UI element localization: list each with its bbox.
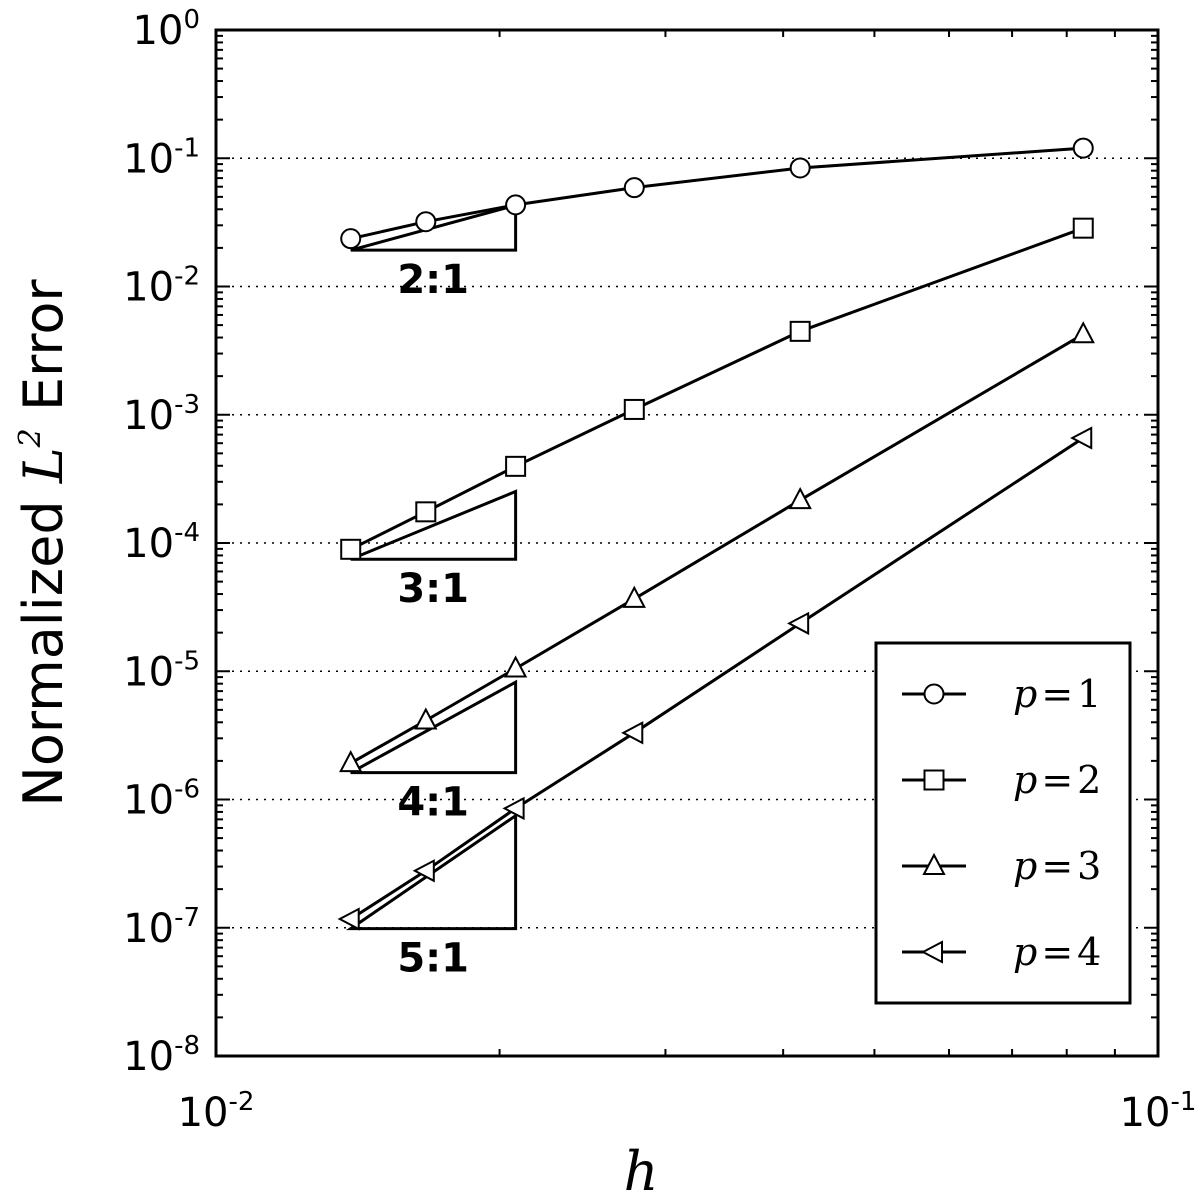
slope-label: 2:1 [397, 257, 469, 303]
slope-label: 4:1 [397, 780, 469, 826]
slope-label: 3:1 [397, 566, 469, 612]
legend-box [874, 641, 1132, 1005]
series-1 [340, 137, 1094, 250]
legend-entry: p = 4 [902, 930, 1101, 974]
data-series [337, 137, 1095, 931]
marker-circle [1072, 137, 1094, 159]
y-tick-label: 100 [133, 5, 200, 54]
series-4 [337, 426, 1093, 931]
x-tick-label: 10-2 [178, 1087, 255, 1136]
series-line [349, 333, 1084, 765]
series-3 [339, 321, 1095, 773]
marker-square [789, 320, 811, 342]
y-tick-label: 10-7 [123, 903, 200, 952]
marker-triangle-left [787, 611, 810, 636]
x-axis-label: h [624, 1140, 659, 1200]
y-tick-label: 10-2 [123, 262, 200, 311]
marker-triangle-up [788, 486, 812, 510]
legend-label: p = 1 [1013, 672, 1101, 716]
marker-triangle-up [414, 707, 438, 730]
marker-circle [415, 211, 437, 233]
marker-square [1072, 217, 1094, 239]
axis-ticks [215, 30, 1159, 1057]
marker-triangle-up [1071, 321, 1095, 344]
marker-triangle-left [920, 940, 943, 964]
y-tick-label: 10-8 [123, 1031, 200, 1080]
y-axis-label-prefix: Normalized [12, 483, 75, 806]
legend: p = 1 p = 2 p = 3 p = 4 [874, 641, 1132, 1005]
legend-label: p = 3 [1013, 844, 1101, 888]
marker-triangle-up [339, 750, 363, 773]
y-axis-label-suffix: Error [12, 279, 75, 429]
marker-circle [340, 228, 362, 250]
marker-circle [923, 683, 945, 705]
marker-triangle-left [412, 859, 435, 883]
marker-triangle-left [502, 796, 525, 821]
series-line [350, 146, 1084, 241]
marker-square [505, 455, 527, 477]
y-tick-label: 10-1 [123, 133, 200, 182]
marker-triangle-up [922, 852, 946, 875]
marker-circle [623, 177, 645, 199]
marker-square [923, 769, 945, 791]
marker-square [340, 538, 362, 560]
legend-entry: p = 3 [902, 844, 1101, 888]
marker-triangle-left [1070, 426, 1093, 450]
marker-square [623, 398, 645, 420]
legend-label: p = 4 [1013, 930, 1101, 974]
y-tick-label: 10-4 [123, 518, 200, 567]
x-tick-label: 10-1 [1120, 1087, 1197, 1136]
slope-label: 5:1 [397, 936, 469, 982]
marker-triangle-up [503, 655, 528, 678]
marker-circle [789, 157, 811, 179]
legend-entry: p = 2 [902, 758, 1101, 802]
y-tick-label: 10-3 [123, 390, 200, 439]
y-axis-label-symbol: L [12, 447, 75, 484]
marker-circle [505, 194, 527, 216]
legend-label: p = 2 [1013, 758, 1101, 802]
marker-triangle-up [622, 585, 646, 608]
tick-labels: 100 10-1 10-2 10-3 10-4 10-5 10-6 10-7 10-8 10-2 1… [123, 5, 1196, 1136]
marker-triangle-left [621, 721, 644, 745]
legend-entry: p = 1 [902, 672, 1101, 716]
series-2 [340, 217, 1094, 560]
y-axis-label-exp: 2 [13, 428, 48, 448]
slope-triangle [350, 489, 518, 561]
y-tick-label: 10-6 [123, 775, 200, 824]
marker-triangle-left [337, 907, 360, 931]
y-tick-label: 10-5 [123, 646, 200, 695]
series-line [349, 436, 1085, 921]
marker-square [415, 501, 437, 523]
y-axis-label: Normalized L2 Error [12, 279, 75, 807]
series-line [350, 226, 1084, 551]
